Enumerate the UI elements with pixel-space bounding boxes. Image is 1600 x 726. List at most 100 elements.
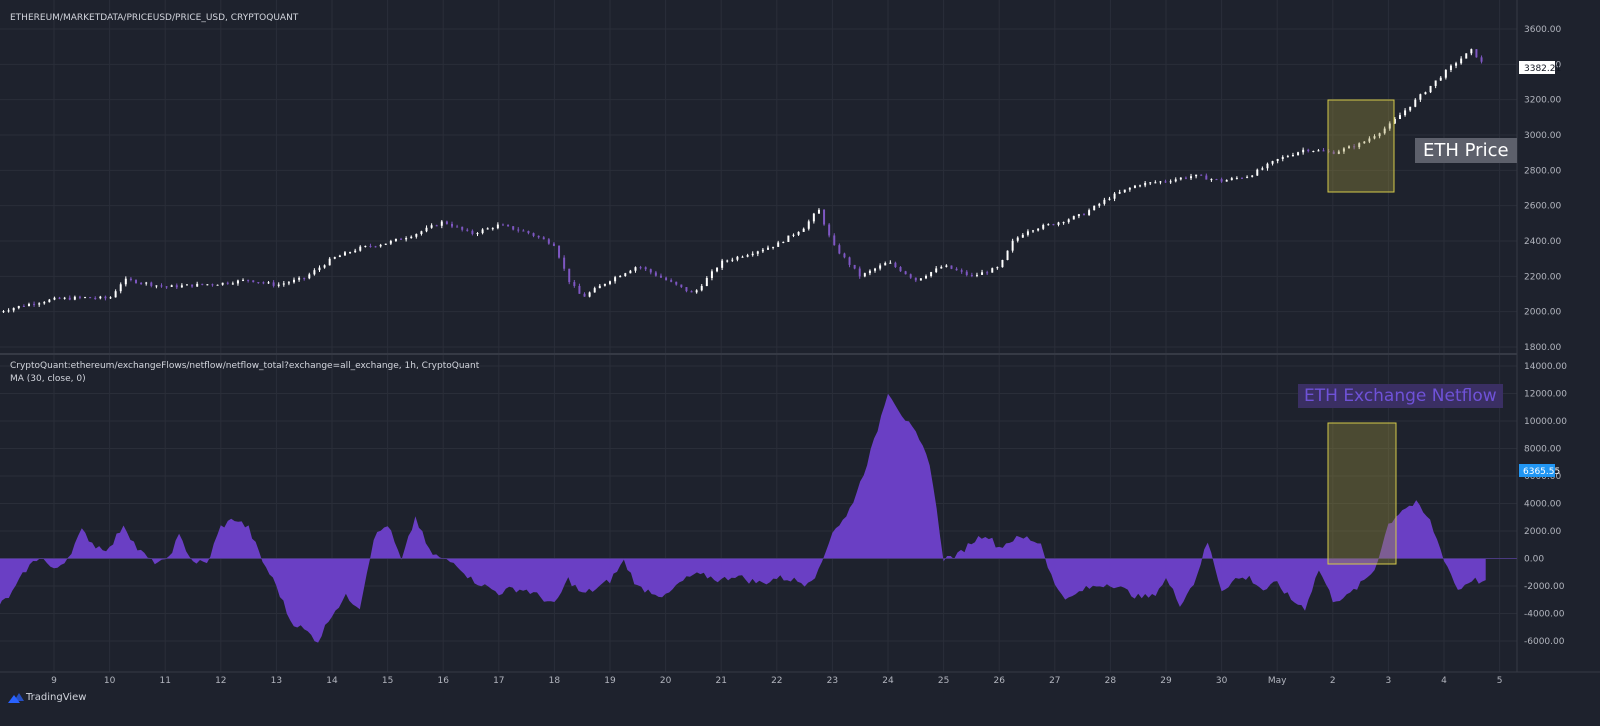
x-tick-label: May: [1268, 676, 1287, 686]
price-candle-body: [109, 297, 112, 299]
price-candle-body: [547, 239, 550, 244]
tradingview-logo[interactable]: TradingView: [8, 692, 86, 703]
price-candle-body: [1348, 146, 1351, 149]
price-candle-body: [532, 233, 535, 236]
price-candle-body: [593, 288, 596, 293]
price-candle-body: [216, 284, 219, 286]
price-candle-body: [843, 253, 846, 258]
x-tick-label: 18: [549, 676, 561, 686]
price-candle-body: [201, 283, 204, 285]
price-candle-body: [741, 256, 744, 258]
price-candle-body: [654, 272, 657, 276]
price-candle-body: [196, 283, 199, 287]
x-tick-label: 24: [882, 676, 894, 686]
price-candle-body: [512, 226, 515, 230]
price-candle-body: [1276, 159, 1279, 162]
price-candle-body: [1149, 182, 1152, 184]
price-candle-body: [451, 223, 454, 227]
price-candle-body: [1271, 161, 1274, 164]
price-candle-body: [583, 293, 586, 297]
x-tick-label: 2: [1330, 676, 1336, 686]
price-candle-body: [736, 256, 739, 260]
price-candle-body: [756, 251, 759, 254]
price-candle-body: [1449, 65, 1452, 70]
price-candle-body: [303, 277, 306, 279]
x-tick-label: 15: [382, 676, 393, 686]
price-candle-body: [22, 305, 25, 307]
netflow-y-tick-label: -4000.00: [1524, 610, 1565, 620]
price-candle-body: [1032, 230, 1035, 232]
price-candle-body: [78, 296, 81, 298]
price-candle-body: [879, 265, 882, 269]
price-candle-body: [1322, 150, 1325, 152]
eth-price-annotation: ETH Price: [1415, 138, 1517, 163]
price-candle-body: [1409, 106, 1412, 111]
price-candle-body: [1460, 58, 1463, 64]
x-tick-label: 5: [1497, 676, 1503, 686]
price-candle-body: [1067, 219, 1070, 223]
price-candle-body: [191, 284, 194, 287]
price-candle-body: [884, 263, 887, 266]
price-candle-body: [588, 292, 591, 297]
price-candle-body: [1128, 187, 1131, 190]
price-candle-body: [43, 302, 46, 304]
x-tick-label: 11: [159, 676, 170, 686]
price-candle-body: [165, 286, 168, 288]
price-candle-body: [1195, 174, 1198, 177]
price-candle-body: [349, 252, 352, 254]
price-candle-body: [940, 266, 943, 269]
price-candle-body: [1424, 92, 1427, 95]
price-candle-body: [48, 299, 51, 303]
price-candle-body: [150, 282, 153, 286]
price-candle-body: [206, 284, 209, 286]
price-candle-body: [1026, 231, 1029, 235]
price-candle-body: [1220, 179, 1223, 182]
price-candle-body: [1179, 177, 1182, 180]
price-candle-body: [522, 230, 525, 232]
price-candle-body: [338, 255, 341, 258]
price-candle-body: [456, 226, 459, 228]
price-candle-body: [481, 229, 484, 234]
x-tick-label: 16: [437, 676, 449, 686]
price-candle-body: [919, 278, 922, 281]
netflow-highlight-box: [1327, 422, 1397, 565]
price-candle-body: [1465, 53, 1468, 59]
price-candle-body: [58, 297, 61, 299]
x-tick-label: 30: [1216, 676, 1228, 686]
price-candle-body: [1429, 85, 1432, 93]
price-candle-body: [710, 271, 713, 278]
price-candle-body: [323, 265, 326, 268]
price-candle-body: [471, 230, 474, 235]
price-candle-body: [675, 281, 678, 285]
price-candle-body: [145, 282, 148, 284]
price-candle-body: [1118, 192, 1121, 194]
price-candle-body: [354, 250, 357, 253]
price-y-tick-label: 1800.00: [1524, 343, 1561, 353]
price-candle-body: [552, 243, 555, 246]
netflow-pane-subtitle: MA (30, close, 0): [10, 374, 86, 384]
price-candle-body: [1215, 179, 1218, 181]
price-candle-body: [614, 277, 617, 282]
price-candle-body: [374, 246, 377, 248]
x-axis: 9 10 11 12 13 14 15 16 17 18 19 20 21 22 23 24 25 26 27 28 2…: [51, 676, 1502, 686]
price-candle-body: [1052, 224, 1055, 226]
price-candle-body: [700, 285, 703, 291]
x-tick-label: 3: [1386, 676, 1392, 686]
price-candle-body: [27, 303, 30, 307]
price-candle-body: [1404, 110, 1407, 116]
netflow-area: [0, 393, 1517, 643]
price-candle-body: [287, 282, 290, 284]
price-candle-body: [1281, 157, 1284, 160]
price-candle-body: [751, 253, 754, 256]
price-candle-body: [1398, 115, 1401, 120]
price-y-tick-label: 2200.00: [1524, 272, 1561, 282]
netflow-current-badge: [1519, 464, 1555, 477]
price-candle-body: [308, 274, 311, 279]
price-candle-body: [73, 296, 76, 300]
x-tick-label: 27: [1049, 676, 1060, 686]
price-candle-body: [170, 285, 173, 287]
price-candle-body: [313, 270, 316, 275]
netflow-y-tick-label: 10000.00: [1524, 417, 1567, 427]
price-candle-body: [1184, 177, 1187, 179]
price-candle-body: [619, 275, 622, 278]
